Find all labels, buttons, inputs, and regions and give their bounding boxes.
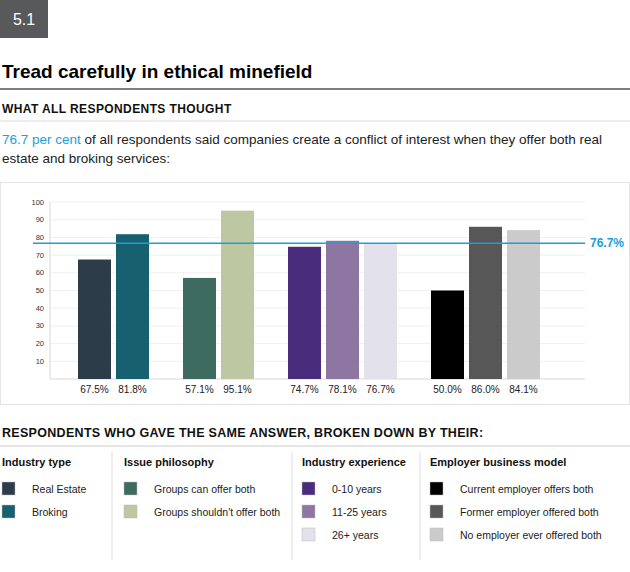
bar [78, 260, 111, 379]
legend-swatch [124, 482, 137, 495]
legend-swatch [430, 528, 443, 541]
bar [221, 211, 254, 379]
legend-label: No employer ever offered both [460, 529, 602, 541]
subtitle: WHAT ALL RESPONDENTS THOUGHT [2, 102, 232, 116]
legend-group-title: Industry experience [302, 456, 406, 468]
chart-panel [1, 183, 630, 405]
data-label: 76.7% [366, 384, 394, 395]
badge: 5.1 [13, 11, 35, 28]
bars [78, 211, 540, 379]
legend-swatch [302, 528, 315, 541]
legend-rule [0, 446, 630, 447]
chart-canvas: 5.1 Tread carefully in ethical minefield W… [0, 0, 630, 572]
data-label: 57.1% [185, 384, 213, 395]
grid-line [50, 219, 585, 220]
legend-swatch [124, 505, 137, 518]
legend-label: 11-25 years [332, 506, 387, 518]
y-tick-label: 50 [36, 286, 44, 295]
legend-label: Groups shouldn't offer both [154, 506, 280, 518]
data-label: 95.1% [223, 384, 251, 395]
data-label: 74.7% [290, 384, 318, 395]
legend-label: Groups can offer both [154, 483, 256, 495]
legend-group-title: Employer business model [430, 456, 566, 468]
legend-group-title: Issue philosophy [124, 456, 215, 468]
title: Tread carefully in ethical minefield [2, 61, 312, 82]
legend-header: RESPONDENTS WHO GAVE THE SAME ANSWER, BR… [2, 426, 483, 440]
y-tick-label: 90 [36, 215, 44, 224]
y-axis-line [50, 202, 51, 379]
bar [431, 291, 464, 380]
legend-label: Broking [32, 506, 68, 518]
title-rule [0, 89, 630, 90]
y-tick-label: 100 [31, 198, 44, 207]
legend-group-title: Industry type [2, 456, 71, 468]
badge-box [0, 0, 48, 38]
data-label: 81.8% [118, 384, 146, 395]
reference-label: 76.7% [590, 236, 624, 250]
bar [364, 243, 397, 379]
data-label: 50.0% [433, 384, 461, 395]
grid-line [50, 202, 585, 203]
bar [326, 241, 359, 379]
bar [116, 234, 149, 379]
legend-divider [112, 452, 113, 560]
legend-label: 0-10 years [332, 483, 382, 495]
data-label: 86.0% [471, 384, 499, 395]
y-tick-label: 10 [36, 357, 44, 366]
legend-label: Real Estate [32, 483, 86, 495]
legend-label: Former employer offered both [460, 506, 599, 518]
lead-text: 76.7 per cent of all respondents said co… [2, 130, 628, 168]
data-labels: 67.5% 81.8% 57.1% 95.1% 74.7% 78.1% 76.7% 50.0%… [80, 384, 537, 395]
reference-line [33, 242, 585, 244]
data-label: 78.1% [328, 384, 356, 395]
legend-divider [420, 452, 421, 560]
bar [469, 227, 502, 379]
legend: Industry type Real Estate Broking Issue phi… [2, 456, 602, 541]
legend-swatch [2, 482, 15, 495]
data-label: 67.5% [80, 384, 108, 395]
bar [288, 247, 321, 379]
y-tick-label: 20 [36, 339, 44, 348]
lead-highlight: 76.7 per cent [2, 132, 81, 147]
y-tick-label: 60 [36, 268, 44, 277]
bar [507, 230, 540, 379]
legend-swatch [2, 505, 15, 518]
legend-swatch [430, 505, 443, 518]
legend-label: Current employer offers both [460, 483, 594, 495]
legend-label: 26+ years [332, 529, 378, 541]
legend-swatch [430, 482, 443, 495]
bar [183, 278, 216, 379]
y-tick-label: 40 [36, 304, 44, 313]
legend-swatch [302, 482, 315, 495]
legend-swatch [302, 505, 315, 518]
lead-body: of all respondents said companies create… [2, 132, 602, 166]
y-tick-label: 70 [36, 251, 44, 260]
data-label: 84.1% [509, 384, 537, 395]
legend-divider [292, 452, 293, 560]
subtitle-rule [0, 121, 630, 122]
y-tick-label: 30 [36, 321, 44, 330]
y-tick-label: 80 [36, 233, 44, 242]
